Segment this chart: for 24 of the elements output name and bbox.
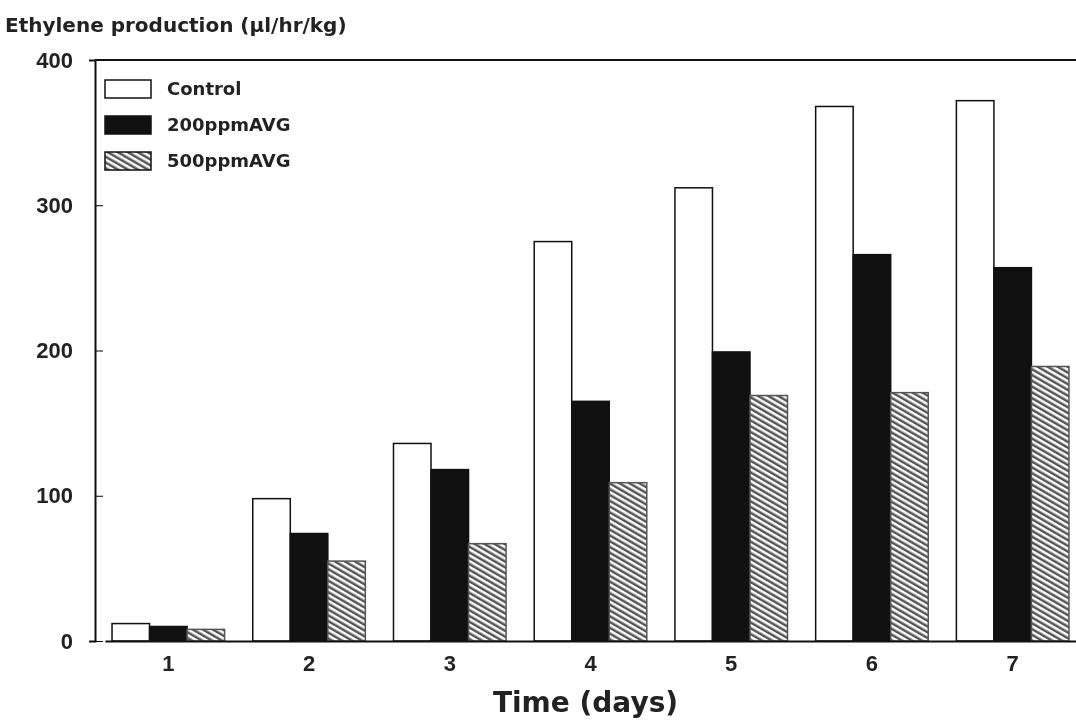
legend-label: 500ppmAVG <box>167 150 291 171</box>
x-tick-label: 7 <box>1006 650 1019 676</box>
bar <box>749 394 789 642</box>
x-tick-label: 2 <box>302 650 316 676</box>
bar <box>327 560 367 642</box>
y-tick-label: 300 <box>36 192 73 218</box>
legend-label: Control <box>167 78 242 99</box>
x-axis-title: Time (days) <box>492 686 679 719</box>
bar <box>467 542 507 642</box>
y-tick-label: 200 <box>36 338 73 364</box>
y-axis-title: Ethylene production (μl/hr/kg) <box>5 13 347 37</box>
bar <box>889 391 929 642</box>
x-tick-label: 5 <box>725 650 738 676</box>
x-tick-label: 3 <box>443 650 456 676</box>
legend-label: 200ppmAVG <box>167 114 291 135</box>
x-tick-label: 1 <box>162 650 175 676</box>
bar <box>608 481 648 642</box>
y-tick-label: 400 <box>36 47 73 73</box>
y-tick-label: 0 <box>60 628 73 654</box>
x-tick-label: 6 <box>865 650 879 676</box>
x-tick-label: 4 <box>584 650 598 676</box>
bar <box>186 628 226 642</box>
y-tick-label: 100 <box>36 483 73 509</box>
bar <box>1030 365 1070 642</box>
